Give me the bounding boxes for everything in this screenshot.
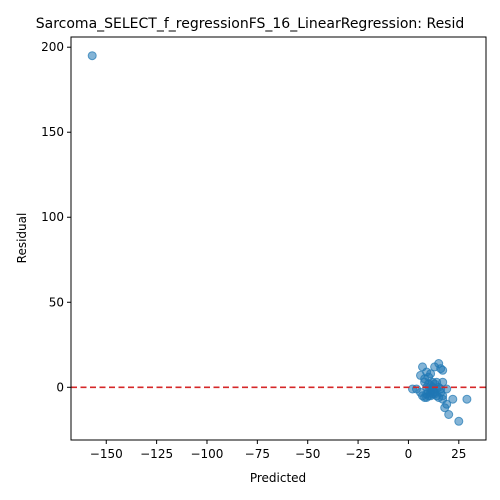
- y-axis-ticks: 0 50 100 150 200: [41, 40, 71, 394]
- data-point: [87, 51, 97, 61]
- x-tick-label: −100: [190, 447, 223, 461]
- chart-title: Sarcoma_SELECT_f_regressionFS_16_LinearR…: [36, 16, 465, 32]
- data-point: [448, 394, 458, 404]
- data-point: [426, 369, 436, 379]
- data-point: [462, 394, 472, 404]
- x-tick-label: −75: [245, 447, 270, 461]
- data-point: [454, 416, 464, 426]
- y-tick-label: 150: [41, 125, 64, 139]
- y-tick-label: 0: [56, 380, 64, 394]
- x-axis-ticks: −150 −125 −100 −75 −50 −25 0 25: [90, 440, 466, 461]
- x-tick-label: −125: [140, 447, 173, 461]
- y-tick-label: 100: [41, 210, 64, 224]
- data-point: [442, 399, 452, 409]
- x-tick-label: −150: [90, 447, 123, 461]
- x-axis-label: Predicted: [250, 471, 306, 485]
- plot-frame: [70, 36, 487, 441]
- x-tick-label: 0: [405, 447, 413, 461]
- x-tick-label: −25: [345, 447, 370, 461]
- points-layer: [87, 51, 472, 426]
- data-point: [438, 365, 448, 375]
- data-point: [442, 384, 452, 394]
- y-tick-label: 200: [41, 40, 64, 54]
- x-tick-label: 25: [451, 447, 466, 461]
- y-tick-label: 50: [49, 295, 64, 309]
- data-point: [438, 377, 448, 387]
- x-tick-label: −50: [295, 447, 320, 461]
- y-axis-label: Residual: [15, 213, 29, 264]
- data-point: [426, 384, 436, 394]
- data-point: [444, 410, 454, 419]
